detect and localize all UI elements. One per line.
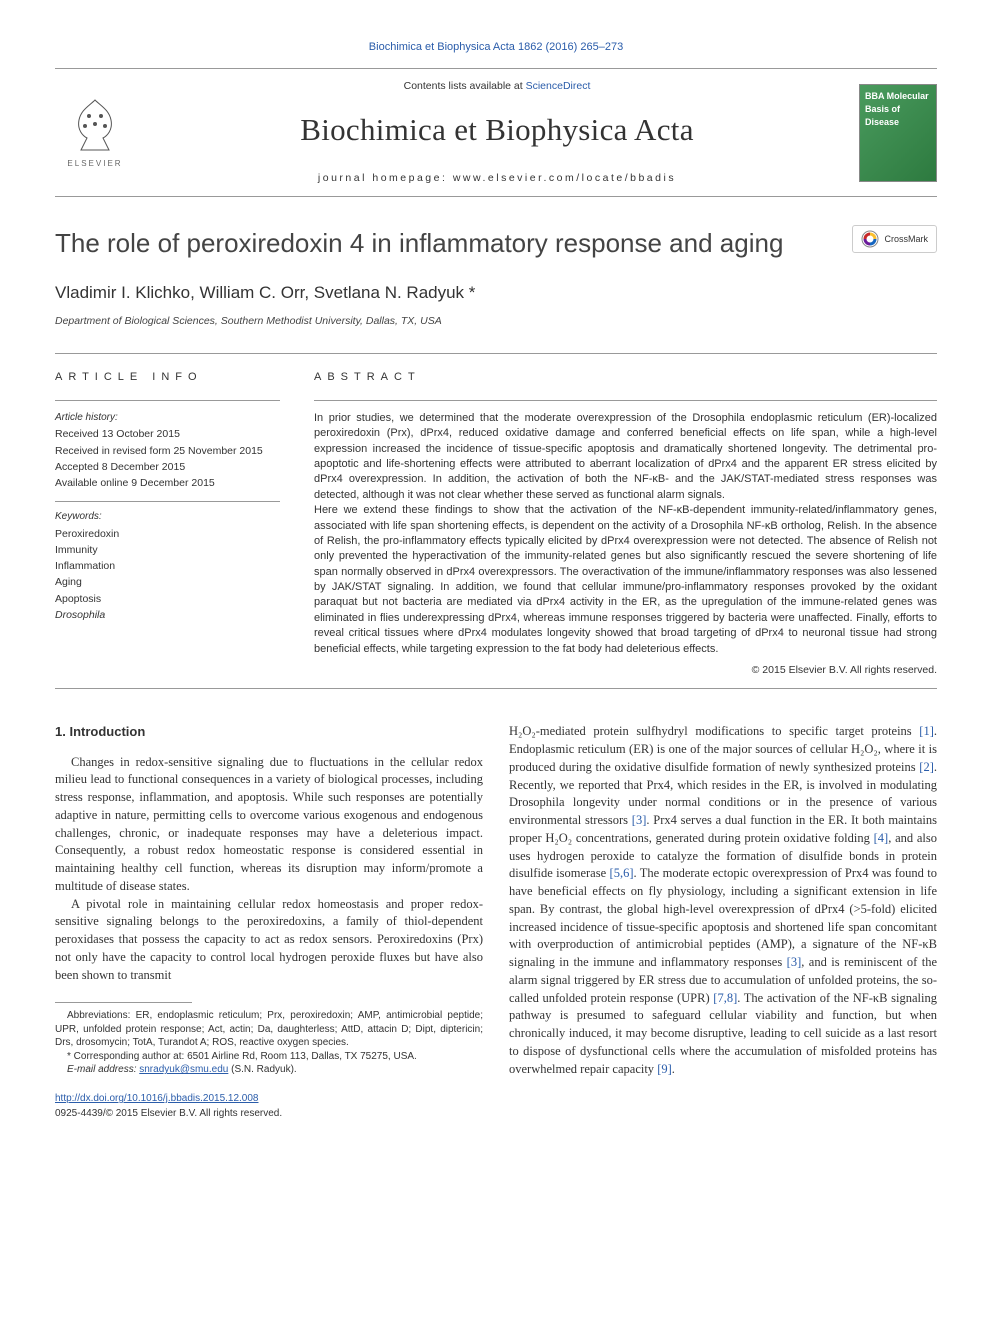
issn-copyright: 0925-4439/© 2015 Elsevier B.V. All right… — [55, 1107, 937, 1122]
homepage-url[interactable]: www.elsevier.com/locate/bbadis — [453, 172, 676, 184]
abstract: ABSTRACT In prior studies, we determined… — [314, 370, 937, 678]
masthead: ELSEVIER Contents lists available at Sci… — [55, 68, 937, 197]
history-line: Received 13 October 2015 — [55, 427, 280, 442]
keywords-head: Keywords: — [55, 510, 280, 525]
abstract-copyright: © 2015 Elsevier B.V. All rights reserved… — [314, 663, 937, 678]
email-footnote: E-mail address: snradyuk@smu.edu (S.N. R… — [55, 1063, 483, 1077]
section-divider — [55, 688, 937, 689]
keyword: Peroxiredoxin — [55, 527, 280, 542]
email-label: E-mail address: — [67, 1064, 139, 1075]
ref-link[interactable]: [7,8] — [713, 991, 737, 1005]
publisher-logo[interactable]: ELSEVIER — [55, 83, 135, 183]
email-name: (S.N. Radyuk). — [228, 1064, 296, 1075]
abstract-p1: In prior studies, we determined that the… — [314, 411, 937, 503]
ref-link[interactable]: [4] — [874, 831, 889, 845]
ref-link[interactable]: [9] — [657, 1062, 672, 1076]
journal-title: Biochimica et Biophysica Acta — [135, 108, 859, 153]
masthead-center: Contents lists available at ScienceDirec… — [135, 69, 859, 196]
keyword: Drosophila — [55, 608, 280, 623]
divider — [55, 353, 937, 354]
authors: Vladimir I. Klichko, William C. Orr, Sve… — [55, 281, 937, 306]
keyword: Apoptosis — [55, 592, 280, 607]
elsevier-tree-icon — [71, 96, 119, 154]
publisher-name: ELSEVIER — [67, 158, 122, 170]
keyword: Inflammation — [55, 559, 280, 574]
crossmark-text: CrossMark — [884, 233, 928, 246]
abstract-p2: Here we extend these findings to show th… — [314, 503, 937, 657]
history-line: Available online 9 December 2015 — [55, 476, 280, 491]
journal-cover-thumb[interactable]: BBA Molecular Basis of Disease — [859, 84, 937, 182]
intro-heading: 1. Introduction — [55, 723, 483, 741]
article-title: The role of peroxiredoxin 4 in inflammat… — [55, 225, 783, 263]
intro-p3: H₂O₂-mediated protein sulfhydryl modific… — [509, 723, 937, 1078]
homepage-prefix: journal homepage: — [318, 172, 453, 184]
email-link[interactable]: snradyuk@smu.edu — [139, 1064, 228, 1075]
body-columns: 1. Introduction Changes in redox-sensiti… — [55, 723, 937, 1078]
cover-label: BBA Molecular Basis of Disease — [865, 90, 931, 129]
ref-link[interactable]: [1] — [919, 724, 934, 738]
abstract-label: ABSTRACT — [314, 370, 937, 386]
ref-link[interactable]: [5,6] — [610, 866, 634, 880]
footnote-rule — [55, 1002, 192, 1003]
footer: http://dx.doi.org/10.1016/j.bbadis.2015.… — [55, 1092, 937, 1121]
keyword: Immunity — [55, 543, 280, 558]
info-divider — [55, 501, 280, 502]
ref-link[interactable]: [3] — [787, 955, 802, 969]
history-line: Accepted 8 December 2015 — [55, 460, 280, 475]
contents-line: Contents lists available at ScienceDirec… — [135, 79, 859, 94]
abstract-divider — [314, 400, 937, 401]
abbreviations-footnote: Abbreviations: ER, endoplasmic reticulum… — [55, 1009, 483, 1050]
history-line: Received in revised form 25 November 201… — [55, 444, 280, 459]
ref-link[interactable]: [2] — [919, 760, 934, 774]
crossmark-badge[interactable]: CrossMark — [852, 225, 937, 253]
contents-prefix: Contents lists available at — [404, 80, 526, 92]
info-divider — [55, 400, 280, 401]
keyword: Aging — [55, 575, 280, 590]
intro-p1: Changes in redox-sensitive signaling due… — [55, 754, 483, 896]
corresponding-footnote: * Corresponding author at: 6501 Airline … — [55, 1050, 483, 1064]
sciencedirect-link[interactable]: ScienceDirect — [526, 80, 591, 92]
journal-homepage: journal homepage: www.elsevier.com/locat… — [135, 171, 859, 186]
affiliation: Department of Biological Sciences, South… — [55, 314, 937, 329]
history-head: Article history: — [55, 411, 280, 426]
ref-link[interactable]: [3] — [632, 813, 647, 827]
article-info: ARTICLE INFO Article history: Received 1… — [55, 370, 280, 678]
intro-p2: A pivotal role in maintaining cellular r… — [55, 896, 483, 985]
article-info-label: ARTICLE INFO — [55, 370, 280, 386]
crossmark-icon — [861, 230, 879, 248]
doi-link[interactable]: http://dx.doi.org/10.1016/j.bbadis.2015.… — [55, 1093, 259, 1104]
journal-reference: Biochimica et Biophysica Acta 1862 (2016… — [55, 40, 937, 56]
